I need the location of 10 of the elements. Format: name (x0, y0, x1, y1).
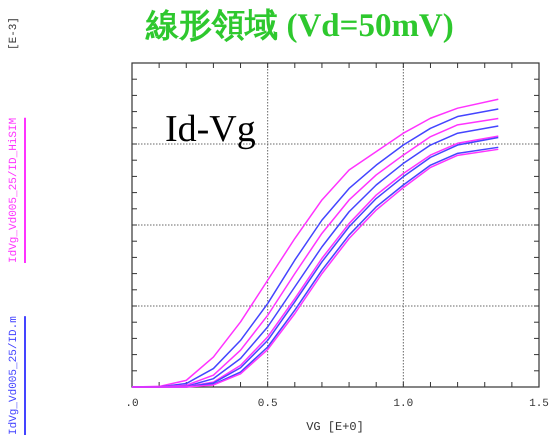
x-tick-label: 0.5 (258, 398, 278, 410)
x-tick-label: .0 (125, 398, 139, 410)
text: [E-3] (8, 16, 20, 50)
x-axis-title: VG [E+0] (306, 420, 364, 434)
text: IdVg_Vd005_25/ID.m (8, 316, 20, 435)
text: IdVg_Vd005_25/ID_HiSIM (8, 118, 20, 263)
x-tick-label: 1.0 (393, 398, 414, 410)
chart-title: 線形領域 (Vd=50mV) (145, 8, 454, 44)
annotation: Id-Vg (165, 108, 256, 150)
x-tick-label: 1.5 (529, 398, 549, 410)
